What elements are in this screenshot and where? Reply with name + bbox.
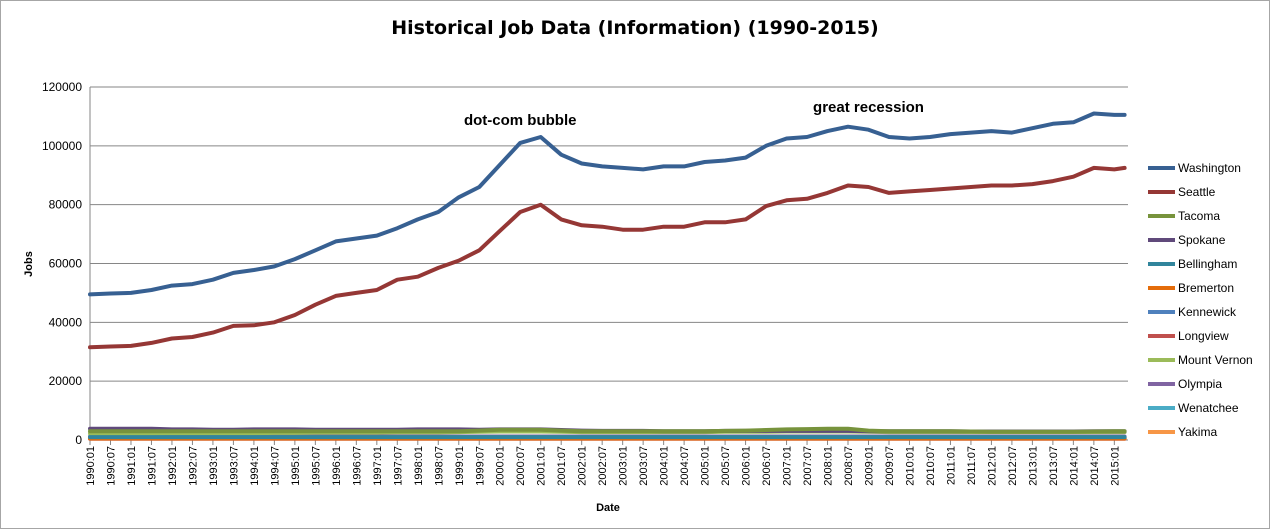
gridlines xyxy=(89,86,1128,441)
x-tick-label: 2007:07 xyxy=(802,446,814,486)
x-tick-label: 2010:07 xyxy=(925,446,937,486)
legend-entry: Bremerton xyxy=(1178,281,1234,295)
x-tick-label: 2015:01 xyxy=(1109,446,1121,486)
x-tick-label: 1996:01 xyxy=(331,446,343,486)
y-tick-label: 80000 xyxy=(49,198,83,212)
x-tick-label: 2011:01 xyxy=(945,446,957,485)
y-tick-label: 20000 xyxy=(49,374,83,388)
x-tick-label: 2005:07 xyxy=(720,446,732,486)
annotation-label: great recession xyxy=(813,99,924,116)
series-line-seattle xyxy=(88,165,1127,350)
x-tick-label: 2010:01 xyxy=(904,446,916,486)
legend-entry: Tacoma xyxy=(1178,209,1220,223)
x-tick-label: 1992:07 xyxy=(187,446,199,486)
x-tick-label: 2001:07 xyxy=(556,446,568,486)
y-tick-label: 40000 xyxy=(49,315,83,329)
legend-entry: Spokane xyxy=(1178,233,1226,247)
x-tick-label: 1999:01 xyxy=(454,446,466,486)
x-tick-label: 2001:01 xyxy=(536,446,548,486)
x-tick-label: 1990:07 xyxy=(105,446,117,486)
x-tick-label: 2013:07 xyxy=(1048,446,1060,486)
x-tick-label: 1993:01 xyxy=(208,446,220,486)
annotation-label: dot-com bubble xyxy=(464,112,577,129)
x-tick-label: 1990:01 xyxy=(85,446,97,486)
x-tick-label: 1998:01 xyxy=(413,446,425,486)
y-tick-label: 120000 xyxy=(42,80,82,94)
x-tick-label: 1993:07 xyxy=(228,446,240,486)
x-tick-label: 2014:07 xyxy=(1089,446,1101,486)
legend-entry: Mount Vernon xyxy=(1178,353,1253,367)
annotations: dot-com bubble great recession xyxy=(464,99,924,129)
x-tick-label: 2008:07 xyxy=(843,446,855,486)
y-tick-label: 0 xyxy=(75,433,82,447)
x-tick-label: 2006:07 xyxy=(761,446,773,486)
series-line-washington xyxy=(88,111,1127,297)
x-tick-label: 1999:07 xyxy=(474,446,486,486)
x-tick-label: 2003:07 xyxy=(638,446,650,486)
x-tick-label: 1995:07 xyxy=(310,446,322,486)
chart-title: Historical Job Data (Information) (1990-… xyxy=(391,17,878,39)
x-tick-label: 2013:01 xyxy=(1027,446,1039,486)
y-tick-label: 60000 xyxy=(49,257,83,271)
x-tick-label: 2004:07 xyxy=(679,446,691,486)
legend-entry: Bellingham xyxy=(1178,257,1237,271)
x-tick-label: 1997:01 xyxy=(372,446,384,486)
x-tick-label: 2009:01 xyxy=(864,446,876,486)
x-axis-ticks: 1990:01 1990:07 1991:01 1991:07 1992:01 1992:… xyxy=(85,440,1121,486)
y-axis-title: Jobs xyxy=(23,251,35,277)
legend-entry: Yakima xyxy=(1178,425,1217,439)
x-tick-label: 2006:01 xyxy=(741,446,753,486)
series-line-tacoma xyxy=(88,426,1127,434)
y-tick-label: 100000 xyxy=(42,139,82,153)
x-tick-label: 2004:01 xyxy=(659,446,671,486)
x-tick-label: 2007:01 xyxy=(782,446,794,486)
x-tick-label: 2012:07 xyxy=(1007,446,1019,486)
x-tick-label: 2002:01 xyxy=(577,446,589,486)
x-tick-label: 1995:01 xyxy=(290,446,302,486)
x-tick-label: 1991:01 xyxy=(126,446,138,486)
x-tick-label: 2005:01 xyxy=(700,446,712,486)
legend-entry: Kennewick xyxy=(1178,305,1237,319)
x-tick-label: 2012:01 xyxy=(986,446,998,486)
x-tick-label: 2002:07 xyxy=(597,446,609,486)
x-tick-label: 1992:01 xyxy=(167,446,179,486)
x-tick-label: 2000:01 xyxy=(495,446,507,486)
x-tick-label: 1998:07 xyxy=(433,446,445,486)
x-tick-label: 1991:07 xyxy=(146,446,158,486)
x-axis-title: Date xyxy=(596,502,620,514)
x-tick-label: 2003:01 xyxy=(618,446,630,486)
legend-entry: Olympia xyxy=(1178,377,1222,391)
x-tick-label: 1997:07 xyxy=(392,446,404,486)
x-tick-label: 1994:07 xyxy=(269,446,281,486)
y-axis-ticks: 0 20000 40000 60000 80000 100000 120000 xyxy=(42,80,82,447)
legend: Washington Seattle Tacoma Spokane Bellingham… xyxy=(1148,161,1253,439)
x-tick-label: 1996:07 xyxy=(351,446,363,486)
x-tick-label: 2000:07 xyxy=(515,446,527,486)
x-tick-label: 1994:01 xyxy=(249,446,261,486)
x-tick-label: 2009:07 xyxy=(884,446,896,486)
legend-entry: Washington xyxy=(1178,161,1241,175)
legend-entry: Longview xyxy=(1178,329,1229,343)
legend-entry: Wenatchee xyxy=(1178,401,1239,415)
series-lines xyxy=(88,111,1127,441)
x-tick-label: 2014:01 xyxy=(1068,446,1080,486)
legend-entry: Seattle xyxy=(1178,185,1216,199)
x-tick-label: 2008:01 xyxy=(823,446,835,486)
x-tick-label: 2011:07 xyxy=(966,446,978,485)
